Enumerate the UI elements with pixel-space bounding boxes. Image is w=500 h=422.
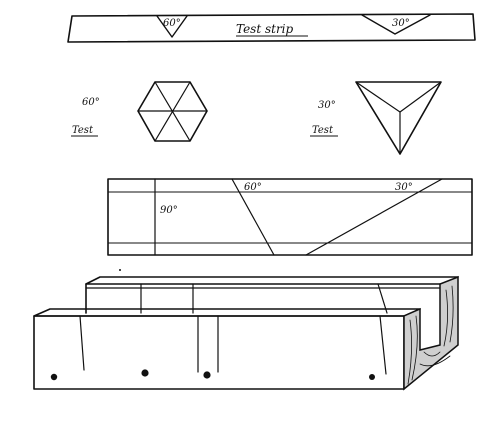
- test-strip-60-notch: [156, 15, 188, 38]
- mitre-box-plan-view: 90° 60° 30°: [107, 178, 473, 256]
- plan-angle-90: 90°: [160, 205, 178, 216]
- stray-dot: [119, 269, 121, 271]
- plan-angle-60: 60°: [244, 182, 262, 193]
- test-strip: 60° 30° Test strip: [67, 13, 476, 43]
- triangle-median-1: [355, 81, 401, 113]
- end-grain-fill: [403, 275, 459, 391]
- triangle-test: 30° Test: [310, 81, 442, 155]
- hexagon-test-label: Test: [72, 125, 94, 136]
- plan-cut-30: [305, 178, 443, 256]
- front-wall-top: [33, 308, 421, 317]
- screw-2: [141, 369, 149, 377]
- triangle-test-label: Test: [312, 125, 334, 136]
- front-saw-cut-4: [379, 315, 387, 375]
- end-grain-lines: [407, 285, 454, 385]
- triangle-outline: [355, 81, 442, 155]
- screw-3: [203, 371, 211, 379]
- hexagon-test: 60° Test: [71, 81, 208, 142]
- back-wall-saw-cut-3: [377, 283, 388, 314]
- screw-1: [50, 373, 58, 381]
- mitre-box-perspective: [33, 269, 459, 391]
- plan-angle-30: 30°: [395, 182, 413, 193]
- test-strip-30-notch: [361, 14, 431, 35]
- screw-4: [369, 374, 375, 380]
- front-saw-cut-1: [79, 315, 85, 371]
- front-wall-face: [33, 315, 405, 390]
- triangle-median-2: [399, 81, 442, 113]
- test-strip-outline: [67, 13, 476, 43]
- plan-outline: [107, 178, 473, 256]
- test-strip-title: Test strip: [236, 22, 294, 36]
- plan-cut-60: [231, 178, 275, 256]
- end-grain-section: [403, 275, 459, 391]
- triangle-angle-label: 30°: [318, 100, 336, 111]
- back-wall-top: [85, 276, 459, 285]
- hexagon-angle-label: 60°: [82, 97, 100, 108]
- test-strip-angle-30: 30°: [392, 18, 410, 29]
- test-strip-angle-60: 60°: [163, 18, 181, 29]
